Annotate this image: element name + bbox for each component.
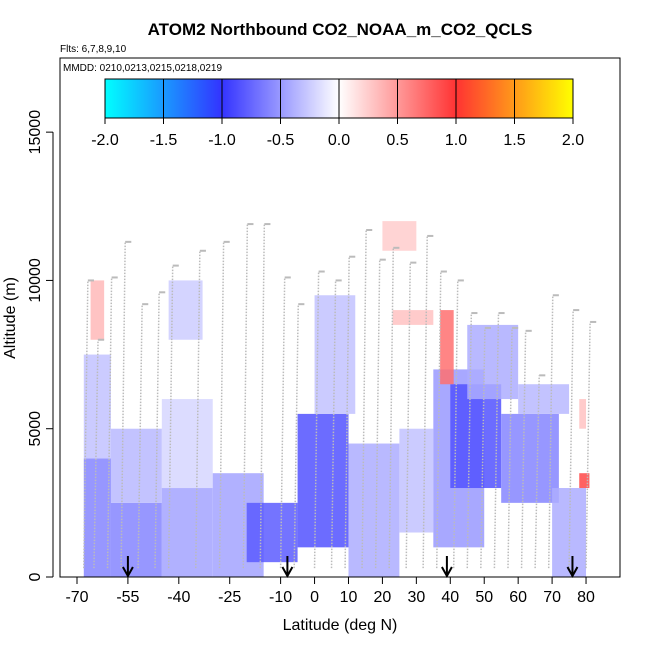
flight-profile-15 xyxy=(344,256,350,569)
x-tick-label: 20 xyxy=(374,589,392,606)
y-tick-label: 0 xyxy=(27,572,44,581)
anomaly-cell-3 xyxy=(110,428,162,503)
plot-content xyxy=(83,221,597,579)
x-tick-label: 30 xyxy=(407,589,425,606)
anomaly-cell-14 xyxy=(467,324,519,400)
y-tick-label: 5000 xyxy=(27,411,44,447)
anomaly-cell-13 xyxy=(450,384,502,489)
colorbar-tick-label: 1.0 xyxy=(445,132,467,149)
flight-profile-27 xyxy=(520,330,527,569)
arrow-head-3 xyxy=(566,566,579,579)
flight-profile-23 xyxy=(466,313,473,569)
flights-label: Flts: 6,7,8,9,10 xyxy=(60,44,127,55)
x-tick-label: 10 xyxy=(340,589,358,606)
anomaly-cell-21 xyxy=(382,221,417,251)
flight-profile-21 xyxy=(435,271,442,569)
colorbar-tick-label: -2.0 xyxy=(91,132,119,149)
y-axis: 0 5000 10000 15000 xyxy=(27,110,54,581)
anomaly-cell-22 xyxy=(440,310,454,385)
flight-profile-10 xyxy=(259,224,266,569)
x-axis-label: Latitude (deg N) xyxy=(283,617,398,634)
flight-profile-17 xyxy=(374,259,381,569)
colorbar-tick-label: -1.5 xyxy=(150,132,178,149)
x-tick-label: 40 xyxy=(441,589,459,606)
anomaly-cell-10 xyxy=(348,443,400,577)
colorbar-tick-label: 2.0 xyxy=(562,132,584,149)
anomaly-cell-17 xyxy=(552,488,587,577)
flight-profile-7 xyxy=(195,250,201,569)
x-tick-label: -55 xyxy=(116,589,139,606)
arrow-head-1 xyxy=(281,566,294,579)
anomaly-cell-0 xyxy=(83,458,111,577)
anomaly-cell-11 xyxy=(399,428,434,533)
x-tick-label: 70 xyxy=(543,589,561,606)
flight-profile-28 xyxy=(534,375,540,569)
flight-profile-25 xyxy=(493,313,500,569)
flight-profile-5 xyxy=(154,292,160,569)
arrow-head-0 xyxy=(122,566,134,579)
x-tick-label: 80 xyxy=(577,589,595,606)
anomaly-cell-16 xyxy=(518,384,570,414)
anomaly-cell-18 xyxy=(168,280,203,340)
x-tick-label: -25 xyxy=(218,589,241,606)
x-tick-label: -10 xyxy=(269,589,292,606)
colorbar-tick-label: -1.0 xyxy=(208,132,236,149)
anomaly-cell-7 xyxy=(246,502,298,563)
anomaly-cell-2 xyxy=(110,502,162,577)
anomaly-cell-1 xyxy=(83,354,111,459)
y-tick-label: 10000 xyxy=(27,258,44,303)
flight-profile-8 xyxy=(218,241,225,569)
flight-profile-31 xyxy=(585,321,591,569)
y-tick-label: 15000 xyxy=(27,110,44,155)
anomaly-cell-8 xyxy=(297,413,349,548)
x-tick-label: -40 xyxy=(167,589,190,606)
flight-profile-13 xyxy=(313,271,320,569)
x-tick-label: 0 xyxy=(310,589,319,606)
flight-profile-1 xyxy=(93,339,99,569)
x-tick-label: 50 xyxy=(475,589,493,606)
colorbar-tick-label: 0.5 xyxy=(386,132,408,149)
anomaly-cell-20 xyxy=(392,310,434,325)
colorbar-tick-label: 0.0 xyxy=(328,132,350,149)
flight-profile-6 xyxy=(167,265,174,569)
colorbar-ticks: -2.0 -1.5 -1.0 -0.5 0.0 0.5 1.0 1.5 2.0 xyxy=(91,79,584,149)
x-tick-label: 60 xyxy=(509,589,527,606)
x-tick-label: -70 xyxy=(65,589,88,606)
flight-profile-24 xyxy=(480,327,486,569)
colorbar-tick-label: -0.5 xyxy=(267,132,295,149)
flight-profile-18 xyxy=(388,247,395,569)
colorbar: -2.0 -1.5 -1.0 -0.5 0.0 0.5 1.0 1.5 2.0 xyxy=(91,78,584,149)
x-axis: -70 -55 -40 -25 -10 0 10 20 30 40 50 60 70 80 xyxy=(65,576,595,606)
y-axis-label: Altitude (m) xyxy=(2,277,19,359)
anomaly-cell-4 xyxy=(161,488,213,577)
arrow-head-2 xyxy=(441,566,453,579)
anomaly-cell-24 xyxy=(579,399,587,429)
flight-profile-11 xyxy=(279,277,286,569)
flight-profile-9 xyxy=(242,224,249,569)
flight-profile-20 xyxy=(422,235,428,569)
chart-title: ATOM2 Northbound CO2_NOAA_m_CO2_QCLS xyxy=(148,20,533,39)
dates-label: MMDD: 0210,0213,0215,0218,0219 xyxy=(63,63,222,74)
flight-profile-26 xyxy=(507,327,513,569)
flight-profile-29 xyxy=(547,295,554,569)
flight-profile-30 xyxy=(568,310,574,569)
anomaly-cell-19 xyxy=(90,280,105,340)
flight-profile-3 xyxy=(120,241,126,569)
flight-profile-4 xyxy=(137,304,143,569)
flight-profile-12 xyxy=(293,304,300,569)
colorbar-tick-label: 1.5 xyxy=(503,132,525,149)
anomaly-cell-23 xyxy=(579,473,590,489)
flight-profile-16 xyxy=(361,230,367,569)
flight-profile-2 xyxy=(106,277,113,569)
